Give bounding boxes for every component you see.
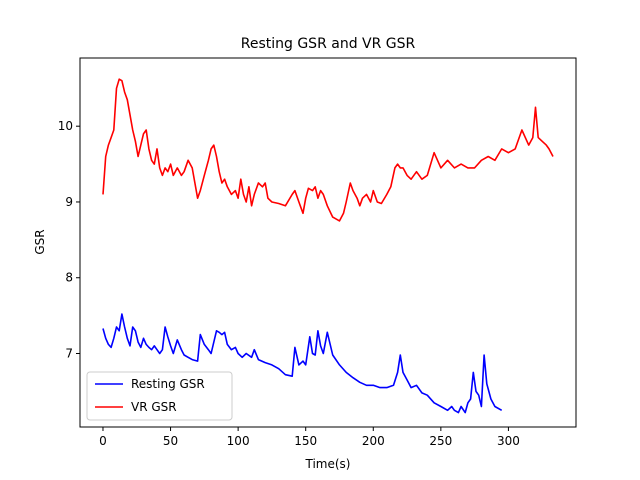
axes-frame bbox=[79, 57, 577, 428]
y-tick-label: 9 bbox=[65, 195, 73, 209]
x-tick-label: 100 bbox=[227, 434, 250, 448]
y-axis-ticks: 7 8 9 10 bbox=[58, 119, 80, 361]
x-tick-label: 0 bbox=[99, 434, 107, 448]
y-axis-label: GSR bbox=[33, 229, 47, 254]
x-axis-ticks: 0 50 100 150 200 250 300 bbox=[99, 427, 520, 448]
series-line-resting-gsr bbox=[102, 313, 503, 414]
y-tick-label: 10 bbox=[58, 119, 73, 133]
series-line-vr-gsr bbox=[102, 78, 554, 222]
legend-label-resting-gsr: Resting GSR bbox=[131, 377, 205, 391]
legend-box bbox=[86, 371, 233, 421]
x-tick-label: 150 bbox=[294, 434, 317, 448]
y-tick-label: 8 bbox=[65, 271, 73, 285]
x-tick-label: 300 bbox=[497, 434, 520, 448]
legend-label-vr-gsr: VR GSR bbox=[131, 400, 177, 414]
x-tick-label: 200 bbox=[362, 434, 385, 448]
x-axis-label: Time(s) bbox=[305, 457, 351, 471]
x-tick-label: 50 bbox=[163, 434, 178, 448]
plot-lines bbox=[102, 78, 554, 414]
x-tick-label: 250 bbox=[429, 434, 452, 448]
y-tick-label: 7 bbox=[65, 347, 73, 361]
legend: Resting GSR VR GSR bbox=[86, 371, 233, 421]
chart-title: Resting GSR and VR GSR bbox=[241, 36, 416, 52]
